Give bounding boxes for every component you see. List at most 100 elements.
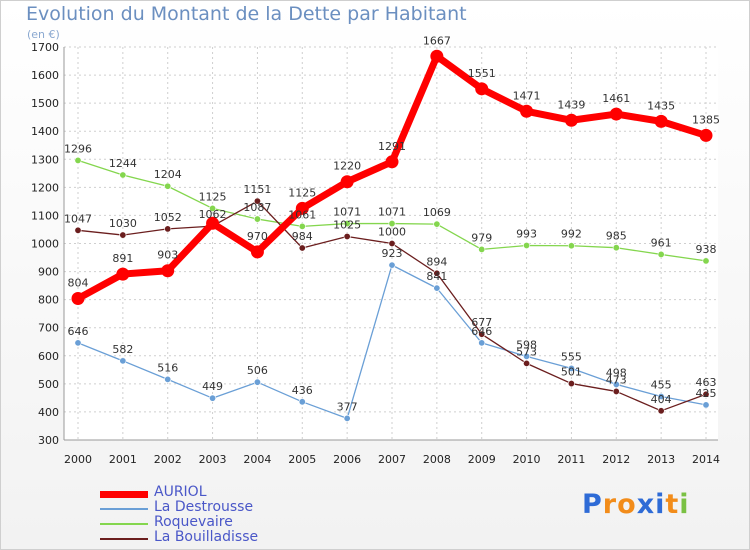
data-label-auriol: 1435 xyxy=(647,99,675,112)
data-label-auriol: 1291 xyxy=(378,140,406,153)
data-point-la-destrousse xyxy=(523,352,531,360)
data-point-roquevaire xyxy=(478,245,486,253)
data-label-roquevaire: 1087 xyxy=(243,201,271,214)
data-label-la-destrousse: 646 xyxy=(68,325,89,338)
data-point-la-bouilladisse xyxy=(702,390,710,398)
data-label-auriol: 1385 xyxy=(692,113,720,126)
data-label-roquevaire: 1071 xyxy=(333,206,361,219)
legend-label: La Bouilladisse xyxy=(154,529,259,545)
data-label-la-bouilladisse: 1000 xyxy=(378,226,406,239)
data-label-la-bouilladisse: 404 xyxy=(651,393,672,406)
data-point-la-bouilladisse xyxy=(657,407,665,415)
data-label-la-destrousse: 598 xyxy=(516,338,537,351)
data-label-auriol: 1125 xyxy=(288,186,316,199)
chart-title: Evolution du Montant de la Dette par Hab… xyxy=(26,3,467,25)
logo-letter: r xyxy=(602,489,618,520)
data-point-la-destrousse xyxy=(164,375,172,383)
data-label-la-bouilladisse: 473 xyxy=(606,373,627,386)
x-tick-label: 2006 xyxy=(333,453,361,466)
x-tick-label: 2010 xyxy=(513,453,541,466)
x-tick-label: 2003 xyxy=(199,453,227,466)
data-point-la-bouilladisse xyxy=(298,244,306,252)
data-point-la-bouilladisse xyxy=(567,380,575,388)
data-point-la-bouilladisse xyxy=(523,359,531,367)
data-point-auriol xyxy=(654,114,668,128)
data-point-roquevaire xyxy=(253,215,261,223)
data-point-la-destrousse xyxy=(209,394,217,402)
y-tick-label: 900 xyxy=(38,266,59,279)
legend-swatch xyxy=(100,523,148,525)
x-tick-label: 2011 xyxy=(557,453,585,466)
data-label-la-destrousse: 498 xyxy=(606,366,627,379)
data-label-roquevaire: 1061 xyxy=(288,208,316,221)
data-label-roquevaire: 938 xyxy=(696,243,717,256)
x-tick-label: 2008 xyxy=(423,453,451,466)
data-label-roquevaire: 979 xyxy=(471,231,492,244)
data-point-la-destrousse xyxy=(388,261,396,269)
logo-letter: o xyxy=(617,489,637,520)
x-tick-label: 2012 xyxy=(602,453,630,466)
data-point-auriol xyxy=(699,128,713,142)
data-label-auriol: 970 xyxy=(247,230,268,243)
data-label-la-destrousse: 555 xyxy=(561,350,582,363)
data-label-la-destrousse: 582 xyxy=(112,343,133,356)
x-tick-label: 2013 xyxy=(647,453,675,466)
data-point-auriol xyxy=(161,264,175,278)
data-label-la-destrousse: 506 xyxy=(247,364,268,377)
data-point-roquevaire xyxy=(119,171,127,179)
data-label-la-bouilladisse: 1025 xyxy=(333,218,361,231)
x-tick-label: 2007 xyxy=(378,453,406,466)
data-point-la-destrousse xyxy=(657,392,665,400)
data-point-auriol xyxy=(430,49,444,63)
data-label-la-bouilladisse: 677 xyxy=(471,316,492,329)
data-point-roquevaire xyxy=(657,250,665,258)
data-label-roquevaire: 1296 xyxy=(64,142,92,155)
x-tick-label: 2001 xyxy=(109,453,137,466)
data-point-auriol xyxy=(71,292,85,306)
y-tick-label: 1500 xyxy=(31,97,59,110)
x-tick-label: 2000 xyxy=(64,453,92,466)
data-label-roquevaire: 1069 xyxy=(423,206,451,219)
data-point-roquevaire xyxy=(433,220,441,228)
data-label-la-destrousse: 436 xyxy=(292,384,313,397)
data-point-la-bouilladisse xyxy=(612,387,620,395)
y-tick-label: 1000 xyxy=(31,238,59,251)
y-tick-label: 1400 xyxy=(31,125,59,138)
data-label-auriol: 903 xyxy=(157,249,178,262)
data-point-auriol xyxy=(475,82,489,96)
y-tick-label: 300 xyxy=(38,434,59,447)
data-label-la-bouilladisse: 501 xyxy=(561,366,582,379)
data-point-auriol xyxy=(564,113,578,127)
data-label-roquevaire: 985 xyxy=(606,230,627,243)
data-label-la-bouilladisse: 1062 xyxy=(199,208,227,221)
data-point-la-bouilladisse xyxy=(388,240,396,248)
data-point-la-destrousse xyxy=(253,378,261,386)
legend-swatch xyxy=(100,538,148,540)
x-tick-label: 2004 xyxy=(243,453,271,466)
series xyxy=(71,49,713,422)
data-point-la-bouilladisse xyxy=(343,232,351,240)
y-tick-label: 800 xyxy=(38,294,59,307)
legend-swatch xyxy=(100,490,148,498)
data-point-la-bouilladisse xyxy=(253,197,261,205)
data-point-la-bouilladisse xyxy=(74,226,82,234)
data-label-auriol: 1220 xyxy=(333,160,361,173)
proxiti-logo: Proxiti xyxy=(582,489,690,520)
data-point-la-bouilladisse xyxy=(433,269,441,277)
data-point-auriol xyxy=(206,216,220,230)
data-label-roquevaire: 1244 xyxy=(109,157,137,170)
data-label-auriol: 804 xyxy=(68,277,89,290)
data-point-la-bouilladisse xyxy=(164,225,172,233)
data-label-auriol: 1461 xyxy=(602,92,630,105)
data-point-auriol xyxy=(116,267,130,281)
data-point-la-destrousse xyxy=(74,339,82,347)
data-label-la-bouilladisse: 1030 xyxy=(109,217,137,230)
data-label-la-destrousse: 841 xyxy=(426,270,447,283)
data-label-roquevaire: 1204 xyxy=(154,168,182,181)
data-label-la-destrousse: 455 xyxy=(651,378,672,391)
y-tick-label: 400 xyxy=(38,406,59,419)
data-point-la-destrousse xyxy=(343,414,351,422)
data-label-auriol: 1471 xyxy=(513,89,541,102)
data-point-roquevaire xyxy=(74,156,82,164)
data-label-roquevaire: 1125 xyxy=(199,190,227,203)
